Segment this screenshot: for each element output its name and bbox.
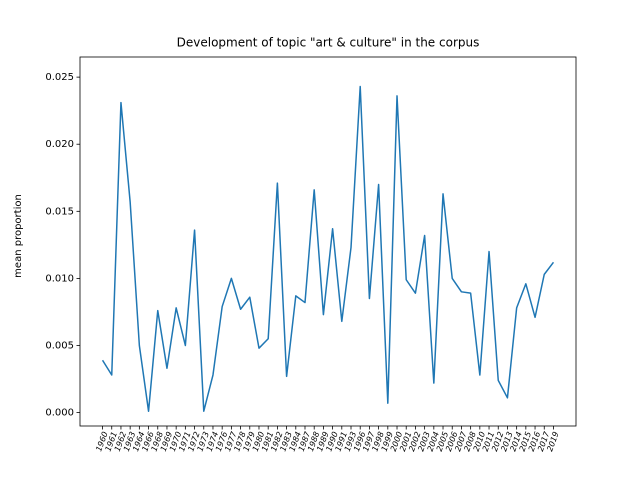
data-line: [101, 85, 555, 412]
y-tick-label: 0.010: [45, 273, 74, 284]
y-axis-label: mean proportion: [13, 194, 24, 278]
chart-title: Development of topic "art & culture" in …: [177, 36, 480, 50]
y-tick-label: 0.020: [45, 139, 74, 150]
y-tick-label: 0.025: [45, 72, 74, 83]
plot-frame: [79, 56, 577, 427]
y-tick-label: 0.015: [45, 206, 74, 217]
y-tick-label: 0.000: [45, 408, 74, 419]
y-tick-label: 0.005: [45, 340, 74, 351]
